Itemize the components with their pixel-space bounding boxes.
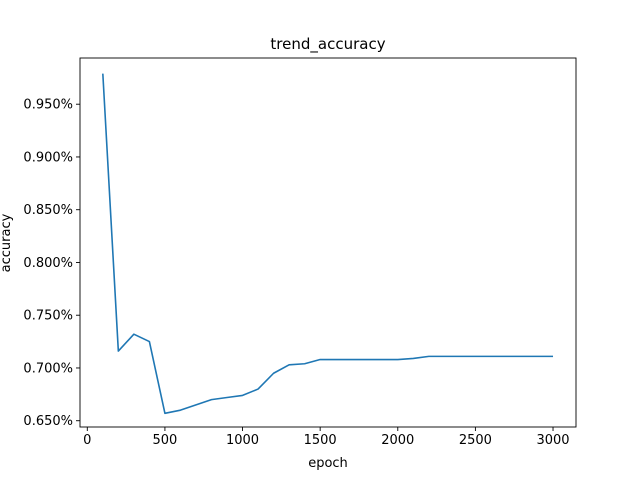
x-tick-label: 2500 — [459, 433, 492, 448]
y-tick-label: 0.800% — [23, 256, 73, 271]
y-axis: 0.650% 0.700% 0.750% 0.800% 0.850% 0.900% 0.95… — [23, 98, 80, 429]
y-tick-label: 0.700% — [23, 361, 73, 376]
x-tick-label: 1500 — [304, 433, 337, 448]
x-tick-label: 2000 — [381, 433, 414, 448]
x-tick-label: 500 — [153, 433, 178, 448]
x-tick-label: 1000 — [226, 433, 259, 448]
chart-title: trend_accuracy — [270, 35, 385, 54]
y-tick-label: 0.750% — [23, 309, 73, 324]
y-axis-label: accuracy — [0, 213, 14, 272]
x-axis: 0 500 1000 1500 2000 2500 3000 — [83, 427, 570, 448]
x-tick-label: 0 — [83, 433, 91, 448]
y-tick-label: 0.850% — [23, 203, 73, 218]
y-tick-label: 0.950% — [23, 98, 73, 113]
x-axis-label: epoch — [308, 456, 348, 471]
series-line-0 — [102, 73, 554, 415]
y-tick-label: 0.900% — [23, 150, 73, 165]
plot-frame — [79, 57, 577, 428]
plot-area — [79, 57, 577, 428]
y-tick-label: 0.650% — [23, 414, 73, 429]
x-tick-label: 3000 — [536, 433, 569, 448]
